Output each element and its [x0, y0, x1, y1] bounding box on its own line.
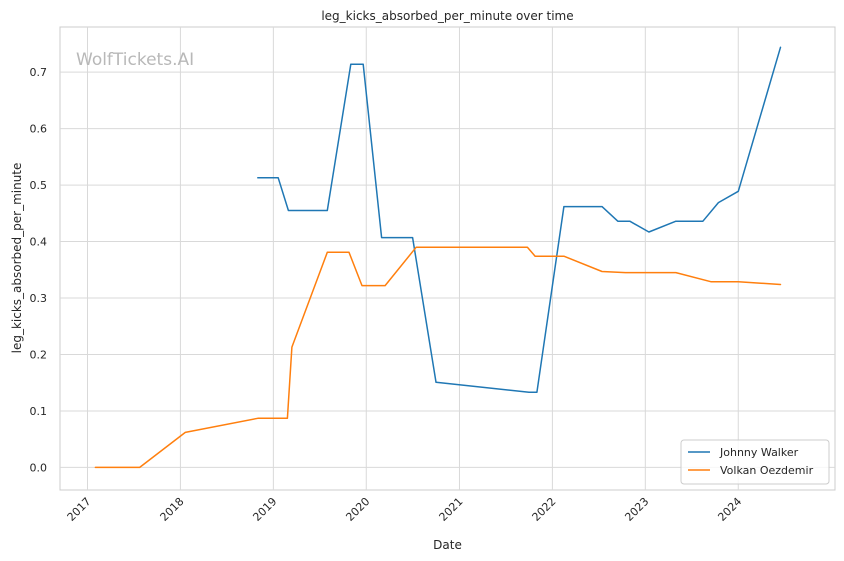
y-tick-label: 0.7: [30, 66, 48, 79]
y-tick-labels: 0.0 0.1 0.2 0.3 0.4 0.5 0.6 0.7: [30, 66, 48, 474]
x-axis-title: Date: [433, 538, 462, 552]
y-tick-label: 0.0: [30, 461, 48, 474]
x-tick-label: 2024: [715, 495, 744, 524]
series-line-volkan-oezdemir: [94, 246, 782, 469]
x-tick-labels: 2017 2018 2019 2020 2021 2022 2023 2024: [65, 495, 745, 524]
plot-area: [59, 26, 836, 491]
watermark: WolfTickets.AI: [76, 50, 194, 70]
legend: Johnny Walker Volkan Oezdemir: [680, 439, 830, 485]
x-tick-label: 2019: [250, 495, 279, 524]
x-tick-label: 2021: [437, 495, 466, 524]
y-tick-label: 0.6: [30, 123, 48, 136]
y-tick-label: 0.5: [30, 179, 48, 192]
legend-label-johnny-walker: Johnny Walker: [719, 446, 799, 459]
x-tick-label: 2020: [343, 495, 372, 524]
x-tick-label: 2018: [158, 495, 187, 524]
legend-label-volkan-oezdemir: Volkan Oezdemir: [720, 464, 814, 477]
y-tick-label: 0.1: [30, 405, 48, 418]
y-tick-label: 0.2: [30, 348, 48, 361]
legend-box: [680, 439, 830, 485]
x-tick-label: 2017: [65, 495, 94, 524]
series-line-johnny-walker: [257, 46, 782, 394]
x-tick-label: 2022: [530, 495, 559, 524]
y-tick-label: 0.4: [30, 236, 48, 249]
series-layer: [94, 46, 782, 469]
y-gridlines: [60, 71, 835, 468]
y-axis-title: leg_kicks_absorbed_per_minute: [10, 163, 24, 354]
chart-title: leg_kicks_absorbed_per_minute over time: [321, 9, 573, 23]
x-gridlines: [86, 27, 739, 490]
y-tick-label: 0.3: [30, 292, 48, 305]
x-tick-label: 2023: [622, 495, 651, 524]
